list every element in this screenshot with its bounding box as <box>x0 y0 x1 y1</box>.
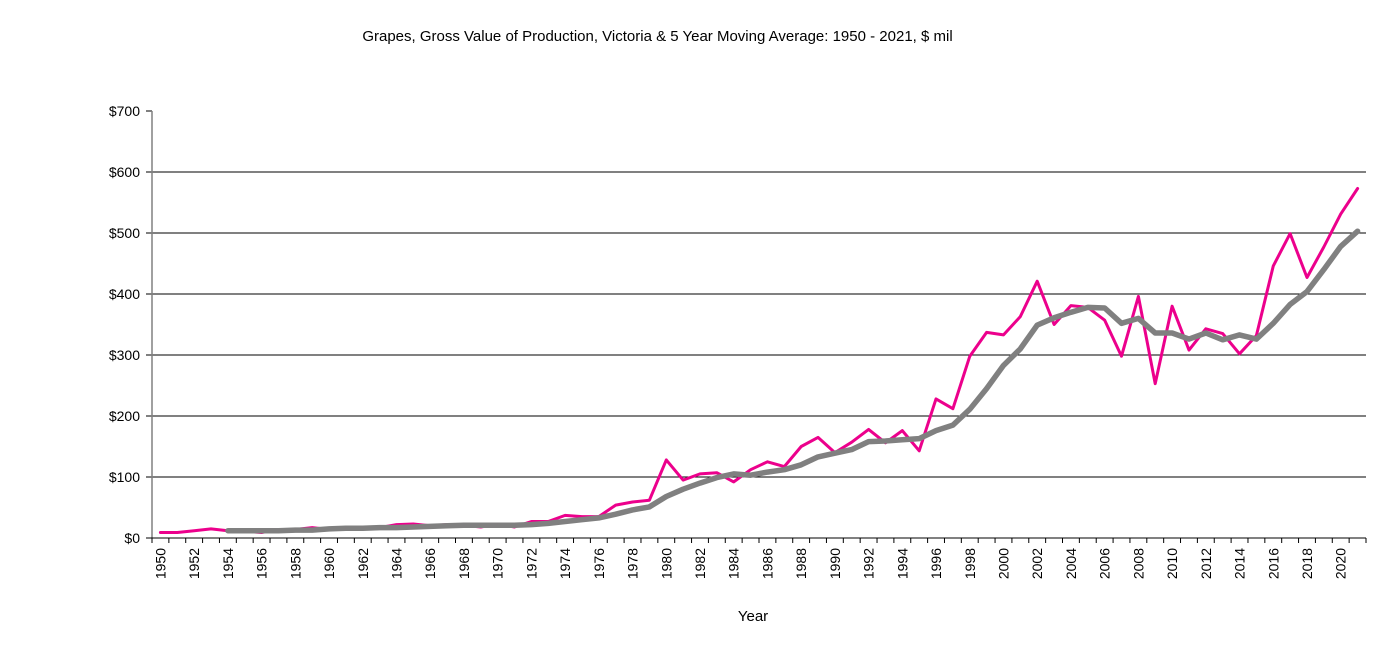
x-tick-label: 2008 <box>1130 548 1146 579</box>
x-tick-label: 1984 <box>726 548 742 579</box>
x-tick-label: 1978 <box>625 548 641 579</box>
x-tick-label: 1976 <box>591 548 607 579</box>
y-tick-label: $300 <box>109 347 140 363</box>
x-tick-label: 1952 <box>186 548 202 579</box>
x-tick-label: 1974 <box>557 548 573 579</box>
x-tick-label: 2020 <box>1333 548 1349 579</box>
x-tick-label: 2000 <box>995 548 1011 579</box>
x-tick-label: 1998 <box>962 548 978 579</box>
series-line-moving-average <box>225 228 1361 534</box>
gridlines <box>152 171 1366 478</box>
x-tick-label: 1982 <box>692 548 708 579</box>
chart-title: Grapes, Gross Value of Production, Victo… <box>362 28 953 45</box>
x-tick-label: 2014 <box>1232 548 1248 579</box>
series-line-gross-value <box>158 187 1360 534</box>
x-tick-label: 1994 <box>894 548 910 579</box>
x-tick-label: 2016 <box>1265 548 1281 579</box>
x-tick-label: 1962 <box>355 548 371 579</box>
y-tick-label: $200 <box>109 408 140 424</box>
y-tick-label: $400 <box>109 286 140 302</box>
x-tick-label: 2010 <box>1164 548 1180 579</box>
x-tick-label: 1968 <box>456 548 472 579</box>
x-tick-label: 2012 <box>1198 548 1214 579</box>
x-tick-label: 1958 <box>287 548 303 579</box>
x-tick-label: 1950 <box>152 548 168 579</box>
x-tick-label: 1992 <box>861 548 877 579</box>
x-tick-label: 1986 <box>759 548 775 579</box>
x-tick-label: 1964 <box>388 548 404 579</box>
x-tick-label: 1966 <box>422 548 438 579</box>
x-tick-label: 1996 <box>928 548 944 579</box>
x-tick-label: 1972 <box>523 548 539 579</box>
y-tick-label: $500 <box>109 225 140 241</box>
x-tick-label: 1954 <box>220 548 236 579</box>
y-tick-label: $100 <box>109 469 140 485</box>
y-tick-label: $600 <box>109 164 140 180</box>
x-axis-title: Year <box>738 608 768 625</box>
x-tick-label: 1970 <box>490 548 506 579</box>
x-tick-label: 2002 <box>1029 548 1045 579</box>
x-tick-label: 2004 <box>1063 548 1079 579</box>
x-axis: 1950 1952 1954 1956 1958 1960 1962 1964 1966 1968… <box>146 537 1367 579</box>
x-tick-label: 1956 <box>254 548 270 579</box>
x-tick-label: 1988 <box>793 548 809 579</box>
series-group <box>158 187 1361 534</box>
x-tick-label: 1990 <box>827 548 843 579</box>
x-tick-label: 1960 <box>321 548 337 579</box>
y-tick-label: $700 <box>109 103 140 119</box>
y-axis: $0 $100 $200 $300 $400 $500 $600 $700 <box>109 103 153 546</box>
x-tick-label: 2006 <box>1097 548 1113 579</box>
x-tick-label: 2018 <box>1299 548 1315 579</box>
x-tick-label: 1980 <box>658 548 674 579</box>
y-tick-label: $0 <box>124 530 140 546</box>
